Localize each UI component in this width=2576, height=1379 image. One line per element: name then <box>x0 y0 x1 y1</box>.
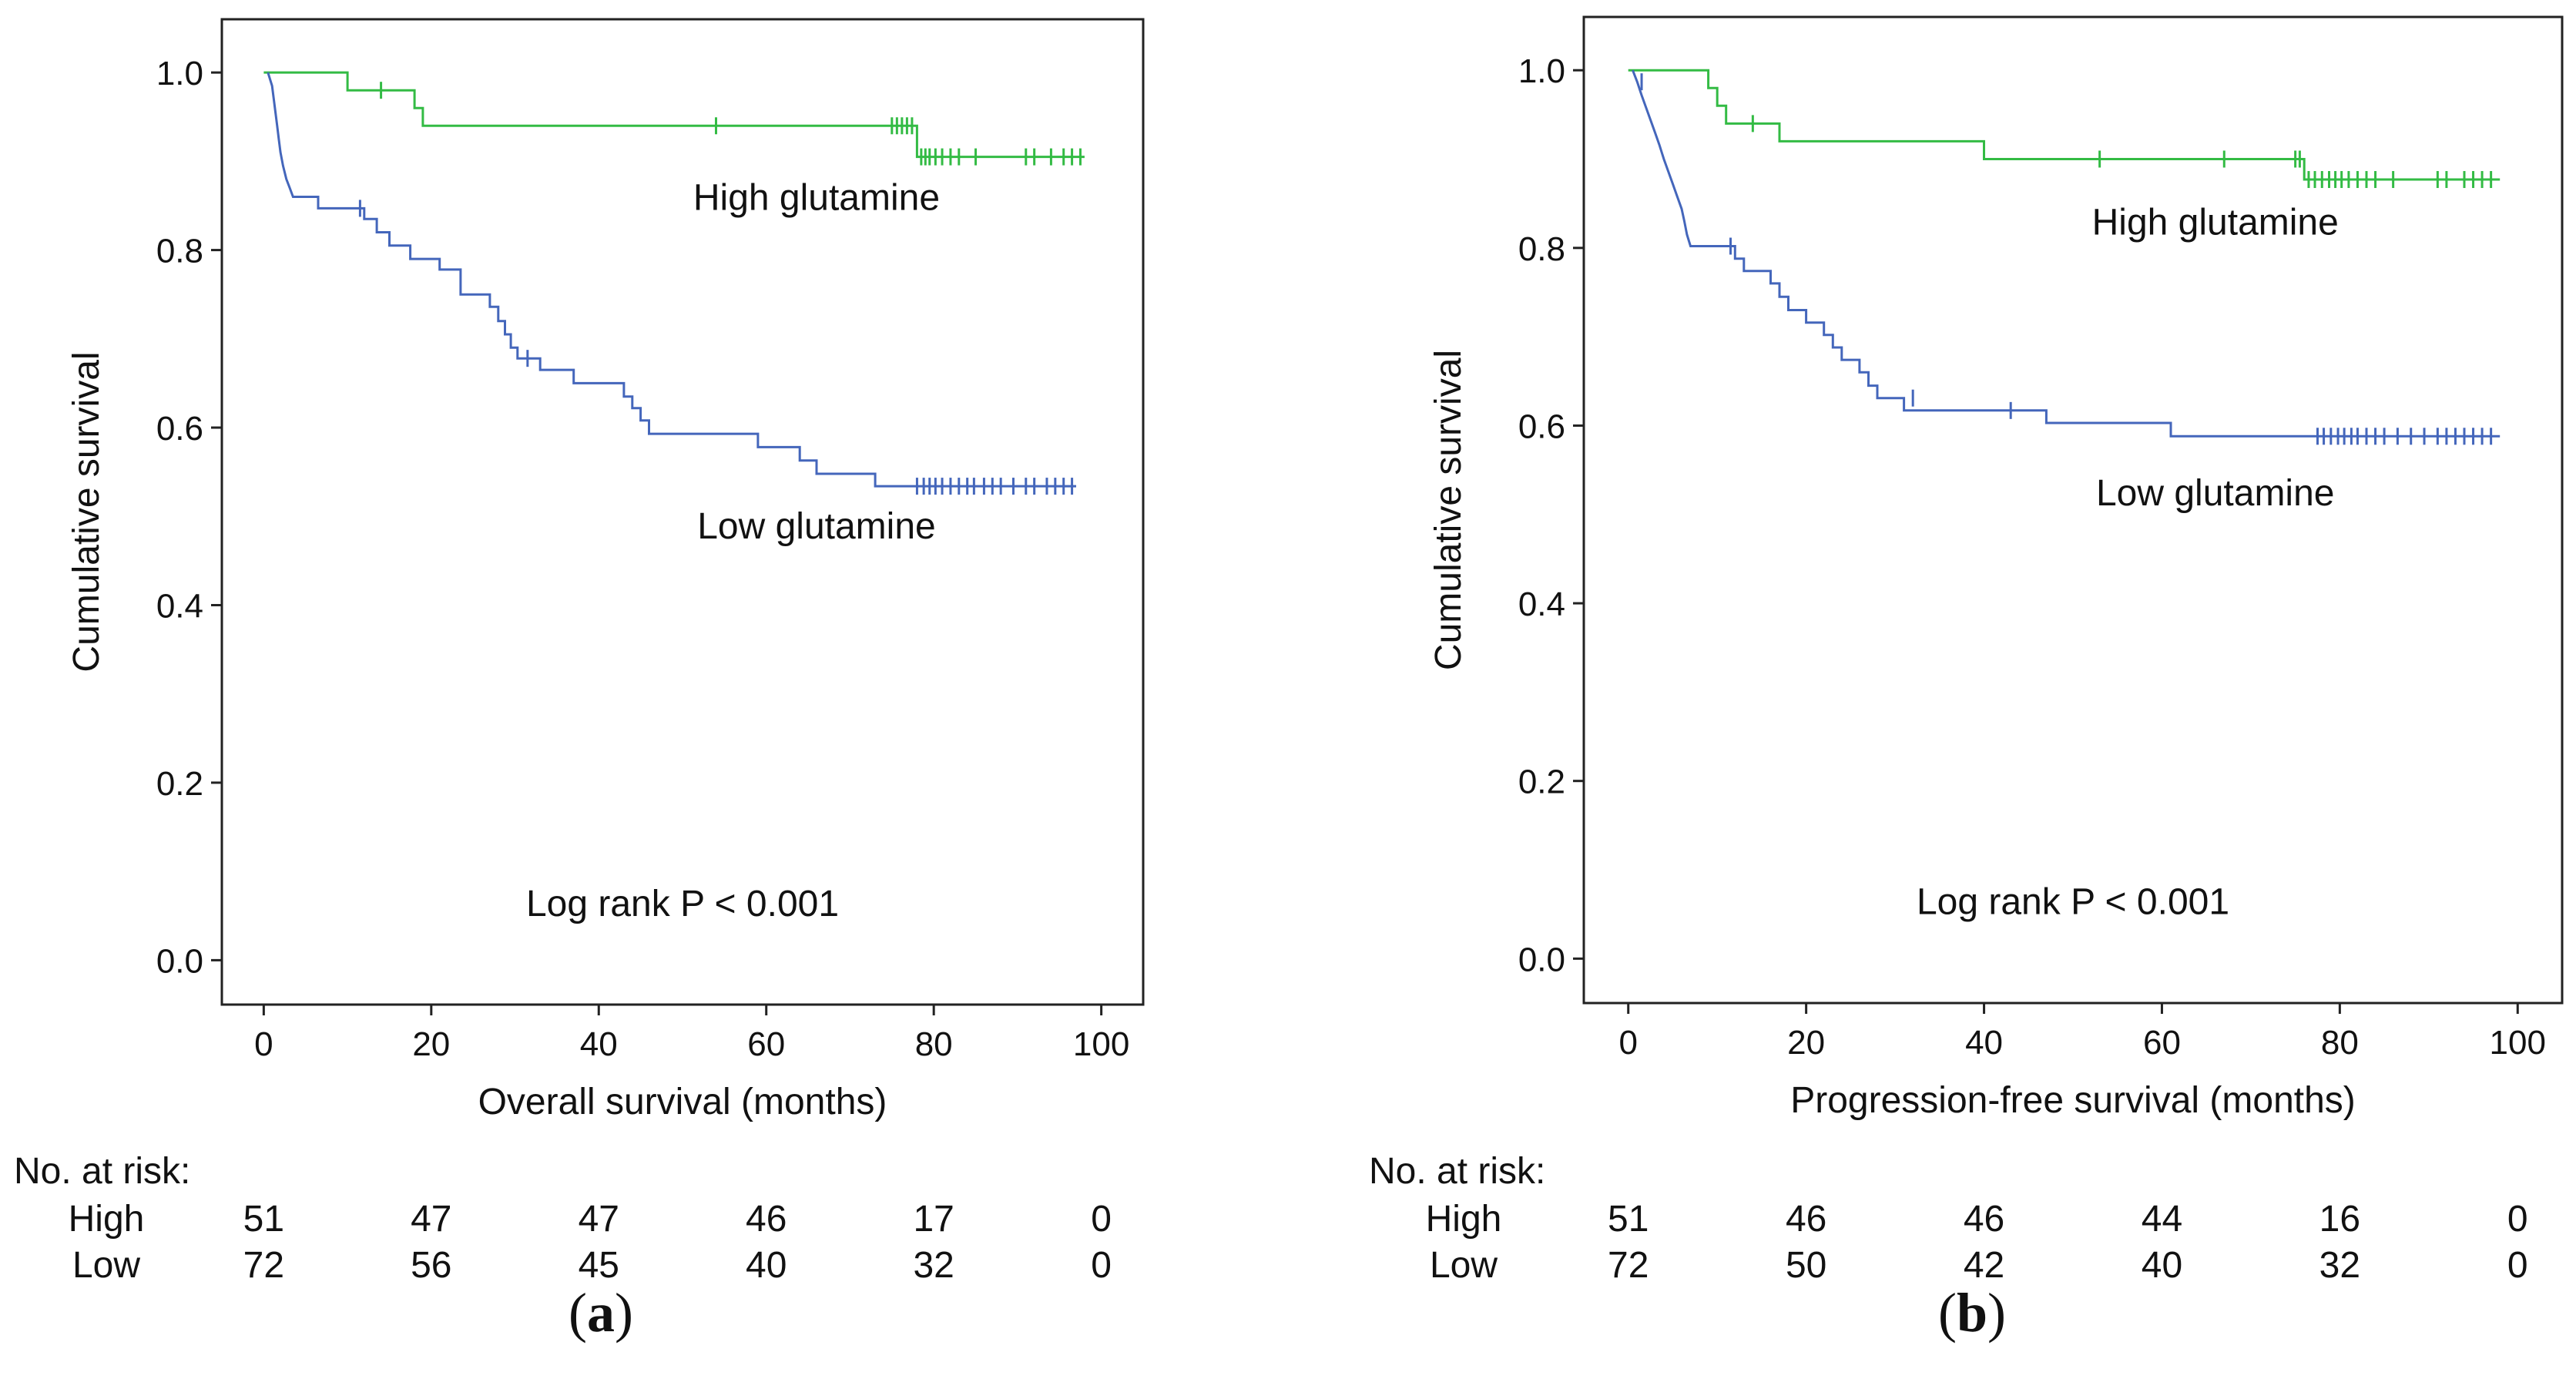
risk-table-title: No. at risk: <box>14 1151 190 1192</box>
survival-curve <box>1628 69 2501 181</box>
x-tick-label: 20 <box>412 1025 450 1063</box>
risk-value: 44 <box>2142 1199 2182 1240</box>
y-axis-label: Cumulative survival <box>66 351 107 672</box>
y-tick-label: 0.4 <box>156 587 203 625</box>
y-tick-label: 0.2 <box>156 765 203 803</box>
risk-table-b: No. at risk: High 51 46 46 44 16 0 Low 72 50 42 40 32… <box>1369 1151 2528 1286</box>
y-tick-label: 0.0 <box>156 942 203 980</box>
x-tick-label: 80 <box>2321 1024 2359 1062</box>
risk-value: 56 <box>411 1245 451 1286</box>
risk-value: 32 <box>2319 1245 2360 1286</box>
y-tick-label: 0.2 <box>1518 763 1565 801</box>
risk-value: 45 <box>579 1245 619 1286</box>
risk-value: 47 <box>579 1199 619 1240</box>
risk-value: 46 <box>1786 1199 1826 1240</box>
x-tick-label: 0 <box>1618 1024 1637 1062</box>
y-axis-label: Cumulative survival <box>1428 350 1469 670</box>
series-high: High glutamine <box>263 71 1085 219</box>
risk-value: 0 <box>2507 1245 2528 1286</box>
x-tick-label: 80 <box>915 1025 953 1063</box>
x-tick-label: 40 <box>580 1025 618 1063</box>
x-tick-label: 60 <box>747 1025 785 1063</box>
survival-curve <box>263 71 1085 159</box>
y-tick-label: 0.0 <box>1518 941 1565 978</box>
risk-value: 47 <box>411 1199 451 1240</box>
risk-value: 17 <box>913 1199 954 1240</box>
risk-table-title: No. at risk: <box>1369 1151 1545 1192</box>
plot-frame <box>1582 15 2564 1005</box>
x-tick-label: 100 <box>2490 1024 2546 1062</box>
risk-value: 40 <box>2142 1245 2182 1286</box>
series-label: Low glutamine <box>697 506 936 547</box>
risk-value: 51 <box>1608 1199 1649 1240</box>
series-label: Low glutamine <box>2096 473 2335 514</box>
y-tick-label: 0.6 <box>1518 408 1565 445</box>
panel-b: 0.0 0.2 0.4 0.6 0.8 1.0 0 20 40 60 80 100 Progressio… <box>1428 15 2564 1121</box>
series-high: High glutamine <box>1628 69 2501 243</box>
y-tick-label: 0.8 <box>156 233 203 270</box>
x-tick-label: 60 <box>2143 1024 2181 1062</box>
risk-value: 72 <box>1608 1245 1649 1286</box>
risk-row-label: Low <box>1430 1245 1498 1286</box>
survival-curve <box>1632 69 2501 438</box>
y-tick-label: 0.6 <box>156 410 203 448</box>
plot-frame <box>220 18 1145 1006</box>
x-tick-label: 40 <box>1965 1024 2003 1062</box>
panel-tag: (b) <box>1938 1282 2006 1344</box>
x-tick-label: 100 <box>1073 1025 1129 1063</box>
risk-row-label: High <box>69 1199 145 1240</box>
panel-tag: (a) <box>569 1282 633 1344</box>
risk-value: 16 <box>2319 1199 2360 1240</box>
risk-value: 40 <box>746 1245 787 1286</box>
risk-value: 51 <box>243 1199 284 1240</box>
series-label: High glutamine <box>693 178 940 219</box>
x-axis-label: Overall survival (months) <box>478 1082 887 1122</box>
risk-row-label: High <box>1426 1199 1502 1240</box>
risk-value: 46 <box>746 1199 787 1240</box>
x-axis-label: Progression-free survival (months) <box>1790 1080 2356 1121</box>
y-tick-label: 1.0 <box>1518 52 1565 90</box>
panel-a: 0.0 0.2 0.4 0.6 0.8 1.0 0 20 40 60 80 100 Overall su… <box>66 18 1145 1122</box>
risk-value: 50 <box>1786 1245 1826 1286</box>
risk-value: 46 <box>1964 1199 2004 1240</box>
risk-value: 32 <box>913 1245 954 1286</box>
series-low: Low glutamine <box>1632 69 2501 514</box>
log-rank-annotation: Log rank P < 0.001 <box>1917 882 2229 923</box>
risk-value: 42 <box>1964 1245 2004 1286</box>
panel-tag-letter: b <box>1957 1282 1987 1344</box>
x-tick-label: 20 <box>1787 1024 1825 1062</box>
x-tick-label: 0 <box>254 1025 273 1063</box>
risk-row-label: Low <box>72 1245 140 1286</box>
survival-curve <box>267 72 1076 488</box>
risk-value: 0 <box>2507 1199 2528 1240</box>
series-low: Low glutamine <box>267 72 1076 547</box>
y-tick-label: 0.8 <box>1518 230 1565 268</box>
log-rank-annotation: Log rank P < 0.001 <box>526 884 839 924</box>
y-tick-label: 1.0 <box>156 55 203 92</box>
risk-value: 72 <box>243 1245 284 1286</box>
y-tick-label: 0.4 <box>1518 585 1565 623</box>
risk-table-a: No. at risk: High 51 47 47 46 17 0 Low 72 56 45 40 32… <box>14 1151 1112 1286</box>
panel-tag-letter: a <box>587 1282 615 1344</box>
risk-value: 0 <box>1091 1245 1112 1286</box>
series-label: High glutamine <box>2092 203 2339 243</box>
risk-value: 0 <box>1091 1199 1112 1240</box>
